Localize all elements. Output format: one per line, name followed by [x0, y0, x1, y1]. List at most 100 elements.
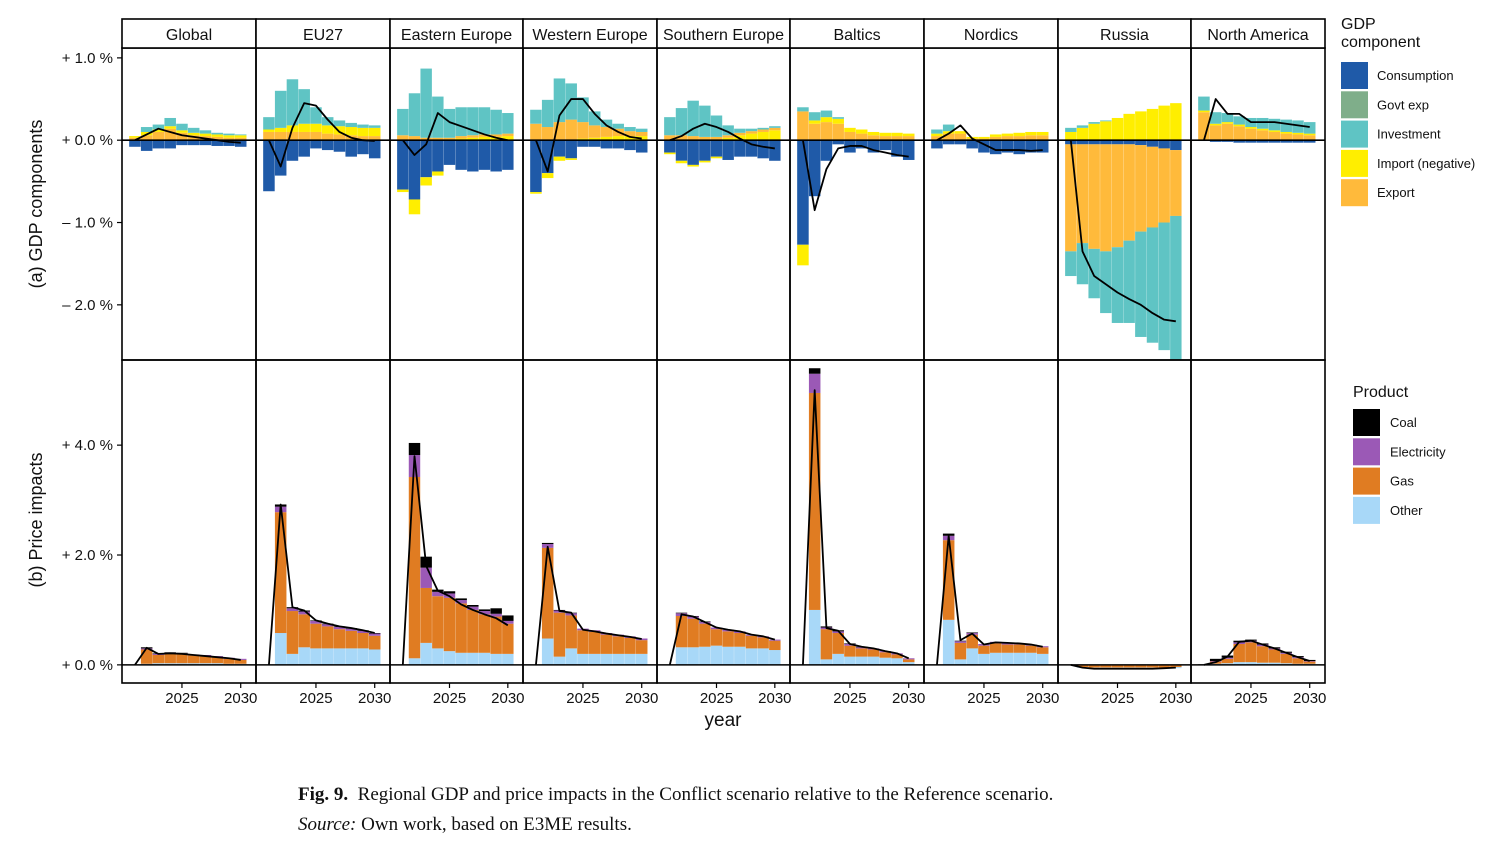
price-bar-southern-europe-other-2026 — [722, 646, 734, 665]
price-bar-eu27-electricity-2027 — [333, 626, 346, 630]
gdp-bar-western-europe-export-2022 — [541, 127, 554, 141]
gdp-bar-north-america-import-negative--2026 — [1256, 128, 1269, 131]
gdp-bar-eastern-europe-consumption-2028 — [478, 140, 491, 170]
gdp-bar-global-import-negative--2030 — [234, 135, 247, 138]
gdp-total-line-eastern-europe — [402, 112, 509, 156]
gdp-bar-eu27-import-negative--2026 — [321, 125, 334, 134]
price-bar-southern-europe-other-2027 — [734, 646, 746, 665]
price-bar-russia-gas-2027 — [1135, 664, 1147, 668]
price-bar-southern-europe-other-2023 — [687, 647, 699, 665]
gdp-bar-north-america-export-2026 — [1256, 130, 1269, 141]
gdp-bar-global-investment-2027 — [199, 130, 212, 134]
gdp-total-line-southern-europe — [669, 122, 775, 150]
gdp-bar-eu27-investment-2023 — [286, 79, 299, 126]
xtick-label: 2025 — [566, 690, 599, 707]
gdp-bar-russia-import-negative--2030 — [1170, 103, 1182, 141]
gdp-bar-nordics-export-2028 — [1013, 136, 1025, 141]
price-bar-eastern-europe-coal-2030 — [502, 615, 514, 621]
gdp-bar-global-import-negative--2024 — [164, 126, 176, 129]
price-bar-global-gas-2027 — [199, 656, 212, 664]
price-bar-western-europe-gas-2026 — [588, 631, 601, 654]
gdp-bar-russia-investment-2022 — [1076, 125, 1089, 128]
gdp-bar-baltics-consumption-2021 — [797, 140, 809, 245]
price-bar-western-europe-gas-2028 — [612, 636, 624, 654]
price-bar-eastern-europe-electricity-2027 — [467, 606, 479, 610]
gdp-bar-baltics-investment-2024 — [832, 117, 844, 119]
facet-label: Global — [166, 27, 212, 44]
gdp-bar-north-america-investment-2022 — [1209, 112, 1222, 124]
price-bar-eastern-europe-gas-2023 — [420, 587, 432, 643]
gdp-bar-eastern-europe-investment-2025 — [443, 108, 456, 138]
xtick-label: 2030 — [1293, 690, 1326, 707]
price-bar-western-europe-other-2022 — [541, 638, 554, 665]
gdp-bar-southern-europe-consumption-2027 — [734, 140, 746, 157]
price-bar-north-america-gas-2029 — [1292, 658, 1304, 664]
price-bar-nordics-other-2030 — [1036, 653, 1049, 665]
gdp-bar-nordics-import-negative--2025 — [978, 136, 990, 139]
price-bar-western-europe-electricity-2024 — [565, 613, 577, 616]
gdp-bar-global-investment-2025 — [176, 123, 188, 131]
price-bar-north-america-coal-2022 — [1209, 658, 1222, 662]
gdp-bar-russia-consumption-2025 — [1111, 140, 1124, 145]
gdp-bar-southern-europe-export-2026 — [722, 135, 734, 138]
price-bar-eu27-gas-2025 — [310, 623, 322, 649]
gdp-bar-eu27-import-negative--2027 — [333, 126, 346, 135]
gdp-bar-nordics-export-2021 — [931, 136, 943, 141]
gdp-bar-eu27-investment-2025 — [310, 107, 322, 124]
gdp-bar-western-europe-export-2025 — [577, 122, 589, 139]
price-bar-eu27-other-2024 — [298, 647, 310, 665]
price-bar-southern-europe-electricity-2023 — [687, 616, 699, 619]
facet-strip — [656, 18, 791, 49]
gdp-bar-north-america-import-negative--2022 — [1209, 123, 1222, 126]
xtick-label: 2025 — [967, 690, 1000, 707]
gdp-bar-eu27-consumption-2022 — [274, 140, 287, 176]
gdp-bar-north-america-investment-2026 — [1256, 117, 1269, 129]
price-bar-eastern-europe-gas-2026 — [455, 603, 467, 653]
price-bar-eastern-europe-gas-2030 — [502, 623, 514, 654]
gdp-legend-swatch — [1341, 62, 1368, 89]
gdp-bar-north-america-consumption-2029 — [1292, 140, 1304, 143]
xtick-label: 2025 — [433, 690, 466, 707]
gdp-ytick-label: – 2.0 % — [62, 297, 113, 314]
gdp-bar-north-america-consumption-2024 — [1233, 140, 1245, 143]
gdp-panel-frame-5 — [789, 47, 925, 361]
gdp-bar-southern-europe-investment-2021 — [664, 117, 676, 136]
price-bar-eu27-electricity-2030 — [368, 633, 381, 636]
gdp-bar-russia-consumption-2026 — [1123, 140, 1135, 145]
price-total-line-eu27 — [268, 503, 375, 665]
price-bar-nordics-other-2022 — [942, 619, 955, 665]
price-bar-southern-europe-other-2029 — [757, 648, 769, 665]
xtick-label: 2025 — [833, 690, 866, 707]
price-bar-southern-europe-other-2022 — [675, 647, 688, 665]
gdp-bar-nordics-export-2030 — [1036, 135, 1049, 141]
gdp-bar-north-america-consumption-2023 — [1221, 140, 1234, 142]
gdp-bar-eastern-europe-consumption-2024 — [432, 140, 444, 172]
price-bar-eastern-europe-other-2025 — [443, 651, 456, 665]
gdp-bar-russia-consumption-2028 — [1146, 140, 1159, 147]
price-bar-russia-gas-2025 — [1111, 664, 1124, 668]
gdp-bar-eu27-import-negative--2022 — [274, 127, 287, 132]
gdp-total-line-russia — [1069, 140, 1176, 323]
gdp-bar-eu27-export-2026 — [321, 133, 334, 141]
gdp-bar-western-europe-consumption-2027 — [600, 140, 613, 149]
gdp-bar-eastern-europe-consumption-2025 — [443, 140, 456, 165]
gdp-bar-russia-consumption-2023 — [1088, 140, 1100, 145]
gdp-bar-global-consumption-2027 — [199, 140, 212, 146]
gdp-bar-eu27-export-2022 — [274, 131, 287, 141]
gdp-bar-global-export-2021 — [129, 137, 141, 141]
gdp-bar-russia-investment-2027 — [1135, 231, 1147, 337]
gdp-bar-russia-investment-2023 — [1088, 122, 1100, 124]
price-bar-western-europe-gas-2023 — [553, 612, 566, 657]
gdp-bar-baltics-export-2023 — [820, 122, 833, 141]
price-bar-russia-gas-2028 — [1146, 664, 1159, 668]
gdp-bar-north-america-export-2022 — [1209, 125, 1222, 141]
price-bar-eastern-europe-electricity-2028 — [478, 611, 491, 615]
gdp-bar-eastern-europe-import-negative--2026 — [455, 138, 467, 141]
gdp-bar-global-consumption-2025 — [176, 140, 188, 146]
gdp-legend-label: Export — [1377, 185, 1415, 200]
gdp-bar-russia-investment-2024 — [1100, 251, 1112, 314]
gdp-bar-baltics-import-negative--2026 — [855, 129, 868, 134]
gdp-bar-global-investment-2022 — [140, 127, 153, 132]
gdp-bar-eu27-import-negative--2021 — [263, 129, 275, 132]
gdp-bar-western-europe-import-negative--2028 — [612, 136, 624, 141]
